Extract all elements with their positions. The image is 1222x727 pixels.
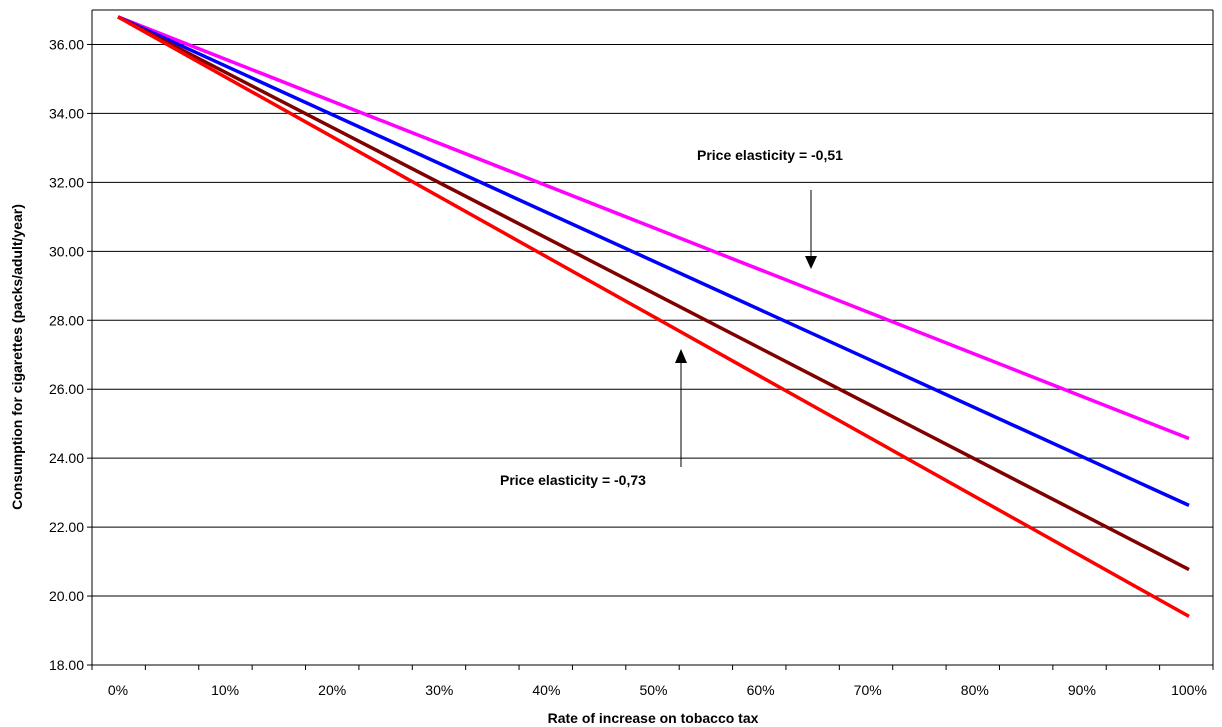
y-tick-label: 18.00 [49,657,84,673]
annotation-elasticity-051: Price elasticity = -0,51 [697,147,843,269]
x-tick-label: 80% [961,682,989,698]
series-line-1 [117,15,1190,441]
y-tick-label: 32.00 [49,174,84,190]
x-tick-label: 30% [425,682,453,698]
axes [87,9,1214,670]
annotation-arrow-head [805,256,817,269]
y-tick-label: 30.00 [49,243,84,259]
x-tick-label: 50% [639,682,667,698]
x-tick-label: 40% [532,682,560,698]
annotation-elasticity-073: Price elasticity = -0,73 [500,349,687,488]
x-tick-label: 70% [854,682,882,698]
x-tick-label: 0% [108,682,128,698]
annotation-arrow-head [675,349,687,363]
y-tick-label: 28.00 [49,312,84,328]
series-line-3 [117,15,1190,572]
y-tick-label: 26.00 [49,381,84,397]
x-tick-label: 100% [1171,682,1207,698]
x-axis-title: Rate of increase on tobacco tax [548,710,759,726]
x-tick-label: 10% [211,682,239,698]
y-tick-label: 24.00 [49,450,84,466]
series-line-4 [117,15,1190,618]
annotation-label: Price elasticity = -0,73 [500,472,646,488]
gridlines [92,43,1213,597]
x-tick-labels: 0% 10% 20% 30% 40% 50% 60% 70% 80% 90% 100% [108,682,1207,698]
y-axis-title: Consumption for cigarettes (packs/adult/… [9,204,25,510]
series-line-2 [117,15,1190,507]
x-tick-label: 60% [747,682,775,698]
annotation-label: Price elasticity = -0,51 [697,147,843,163]
x-tick-label: 90% [1068,682,1096,698]
series-lines [117,15,1190,618]
y-tick-label: 20.00 [49,588,84,604]
y-tick-label: 22.00 [49,519,84,535]
y-tick-label: 34.00 [49,105,84,121]
y-tick-label: 36.00 [49,36,84,52]
x-tick-label: 20% [318,682,346,698]
y-tick-labels: 18.00 20.00 22.00 24.00 26.00 28.00 30.00 32.00… [49,36,84,673]
